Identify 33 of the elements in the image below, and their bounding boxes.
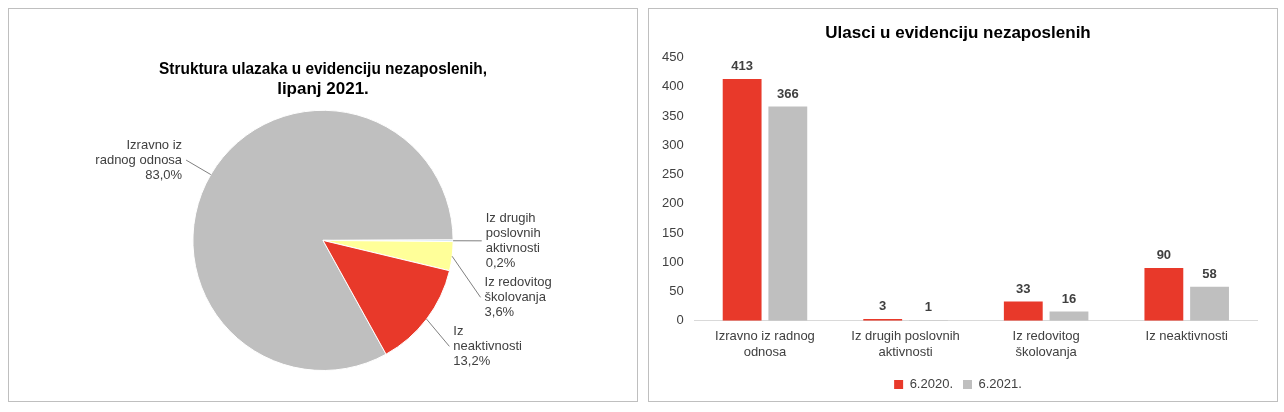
slice-label: Izravno iz radnog odnosa bbox=[95, 136, 183, 167]
data-label: 83,0% bbox=[145, 166, 183, 182]
data-label: 0,2% bbox=[485, 254, 516, 270]
data-label: 366 bbox=[776, 85, 799, 101]
data-label: 13,2% bbox=[453, 352, 491, 368]
y-tick-label: 450 bbox=[661, 48, 684, 64]
data-label: 3 bbox=[879, 298, 887, 314]
data-label: 90 bbox=[1156, 247, 1172, 263]
slice-label: Iz drugih poslovnih aktivnosti bbox=[485, 209, 541, 255]
slice-label: Iz redovitog školovanja bbox=[484, 273, 552, 304]
y-tick-label: 300 bbox=[661, 136, 684, 152]
data-label: 3,6% bbox=[484, 303, 515, 319]
y-tick-label: 100 bbox=[661, 253, 684, 269]
x-tick-label: Iz redovitog školovanja bbox=[1012, 328, 1080, 359]
y-tick-label: 150 bbox=[661, 224, 684, 240]
y-tick-label: 400 bbox=[661, 78, 684, 94]
data-label: 413 bbox=[731, 58, 753, 74]
x-tick-label: Iz drugih poslovnih aktivnosti bbox=[851, 328, 960, 359]
y-tick-label: 50 bbox=[669, 283, 684, 299]
x-tick-label: Iz neaktivnosti bbox=[1145, 328, 1229, 344]
chart-title: Ulasci u evidenciju nezaposlenih bbox=[825, 22, 1091, 42]
data-label: 58 bbox=[1202, 265, 1217, 281]
y-tick-label: 250 bbox=[661, 166, 684, 182]
y-tick-label: 350 bbox=[661, 107, 684, 123]
data-label: 1 bbox=[924, 299, 933, 315]
legend-label: 6.2020. bbox=[909, 376, 953, 392]
chart-title: Struktura ulazaka u evidenciju nezaposlenih, lipanj 2021. bbox=[159, 58, 487, 99]
legend-label: 6.2021. bbox=[978, 376, 1022, 392]
y-tick-label: 200 bbox=[661, 195, 684, 211]
data-label: 33 bbox=[1016, 280, 1031, 296]
data-label: 16 bbox=[1061, 290, 1077, 306]
x-tick-label: Izravno iz radnog odnosa bbox=[715, 328, 815, 359]
y-tick-label: 0 bbox=[676, 312, 684, 328]
